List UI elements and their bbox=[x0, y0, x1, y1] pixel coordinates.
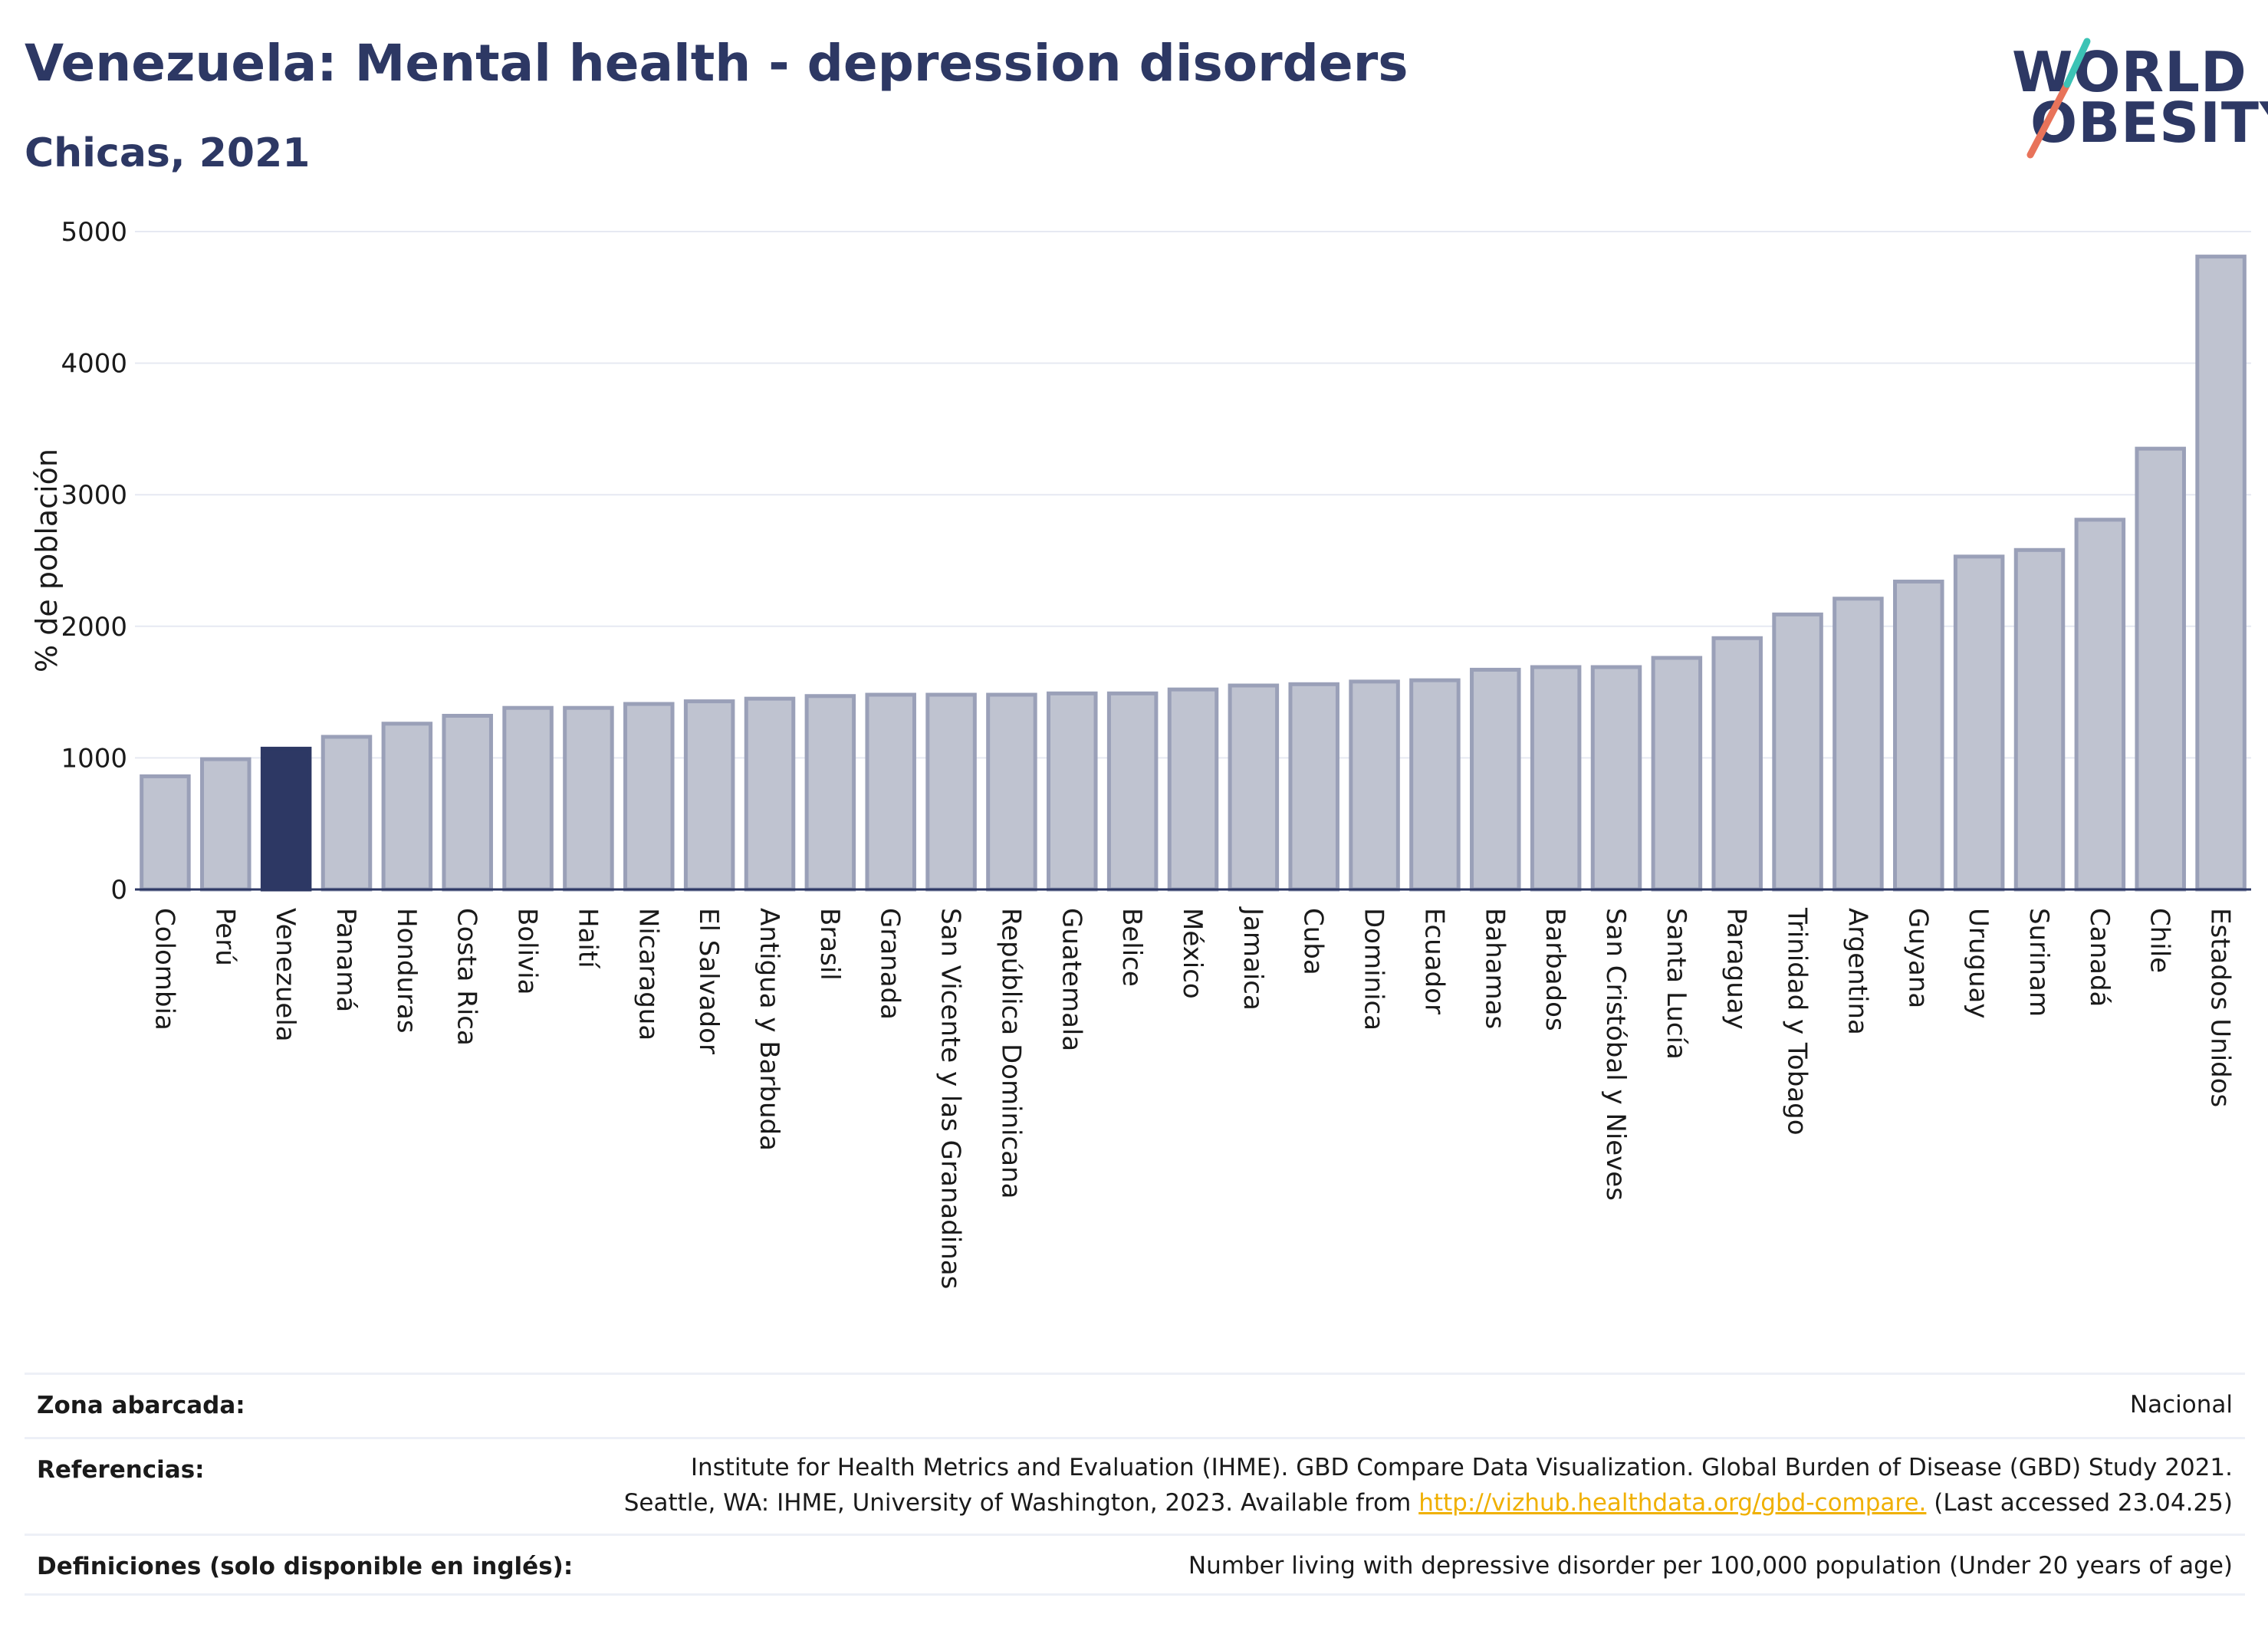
bar-10 bbox=[683, 699, 735, 892]
x-tick-label: Bolivia bbox=[512, 908, 543, 995]
world-obesity-logo: WORLD OBESITY bbox=[1994, 23, 2268, 161]
bar-6 bbox=[442, 713, 493, 892]
y-tick-label: 4000 bbox=[61, 349, 127, 380]
x-tick-label: Panamá bbox=[330, 908, 361, 1012]
footer-bottom-rule bbox=[25, 1593, 2245, 1596]
x-tick-label: San Cristóbal y Nieves bbox=[1600, 908, 1631, 1201]
bar-7 bbox=[502, 705, 554, 892]
x-tick-label: Costa Rica bbox=[452, 908, 482, 1046]
bar-15 bbox=[986, 692, 1037, 892]
x-tick-label: Cuba bbox=[1298, 908, 1329, 975]
x-tick-label: Belice bbox=[1116, 908, 1147, 987]
ref-value: Institute for Health Metrics and Evaluat… bbox=[624, 1450, 2233, 1521]
x-tick-label: Granada bbox=[875, 908, 906, 1020]
x-tick-label: Estados Unidos bbox=[2205, 908, 2236, 1107]
bar-30 bbox=[1893, 579, 1944, 892]
bar-26 bbox=[1651, 656, 1703, 892]
x-tick-label: Argentina bbox=[1842, 908, 1872, 1035]
x-tick-label: San Vicente y las Granadinas bbox=[935, 908, 966, 1289]
bar-25 bbox=[1590, 665, 1642, 892]
bar-31 bbox=[1953, 554, 2005, 892]
bar-33 bbox=[2074, 518, 2126, 892]
x-tick-label: México bbox=[1177, 908, 1208, 999]
x-tick-label: El Salvador bbox=[693, 908, 724, 1054]
footer-zona-row: Zona abarcada: Nacional bbox=[25, 1373, 2245, 1438]
bar-20 bbox=[1288, 682, 1339, 892]
bar-12 bbox=[804, 694, 856, 892]
logo-line-2: OBESITY bbox=[2030, 90, 2268, 155]
bar-35 bbox=[2195, 255, 2247, 892]
bar-29 bbox=[1832, 597, 1884, 892]
footer-def-row: Definiciones (solo disponible en inglés)… bbox=[25, 1534, 2245, 1596]
bar-2 bbox=[200, 757, 251, 892]
bar-13 bbox=[865, 692, 916, 892]
bar-19 bbox=[1228, 683, 1280, 892]
x-tick-label: Trinidad y Tobago bbox=[1782, 907, 1813, 1136]
x-tick-label: Haití bbox=[572, 908, 603, 969]
bar-32 bbox=[2013, 547, 2066, 892]
def-value: Number living with depressive disorder p… bbox=[1188, 1552, 2233, 1580]
x-tick-label: Ecuador bbox=[1418, 908, 1449, 1014]
ref-line-2-pre: Seattle, WA: IHME, University of Washing… bbox=[623, 1489, 1419, 1517]
bar-21 bbox=[1349, 679, 1400, 892]
bar-28 bbox=[1772, 612, 1823, 892]
x-tick-label: Santa Lucía bbox=[1661, 908, 1691, 1060]
chart-title: Venezuela: Mental health - depression di… bbox=[25, 34, 1408, 93]
bar-3 bbox=[260, 746, 312, 892]
bar-17 bbox=[1106, 691, 1159, 892]
ref-line-1: Institute for Health Metrics and Evaluat… bbox=[690, 1454, 2233, 1481]
bar-14 bbox=[925, 692, 977, 892]
x-tick-label: Canadá bbox=[2084, 908, 2115, 1007]
y-tick-label: 2000 bbox=[61, 612, 127, 643]
x-tick-label: Barbados bbox=[1540, 908, 1570, 1031]
x-tick-label: Perú bbox=[209, 908, 240, 966]
bar-22 bbox=[1409, 678, 1461, 892]
chart-subtitle: Chicas, 2021 bbox=[25, 130, 311, 176]
bar-11 bbox=[744, 696, 796, 892]
ref-label: Referencias: bbox=[37, 1456, 205, 1484]
y-tick-label: 0 bbox=[110, 875, 127, 906]
bar-24 bbox=[1530, 665, 1582, 892]
zona-value: Nacional bbox=[2129, 1391, 2233, 1419]
zona-label: Zona abarcada: bbox=[37, 1392, 245, 1419]
bar-1 bbox=[140, 774, 191, 892]
x-tick-label: Honduras bbox=[391, 908, 422, 1034]
bar-27 bbox=[1711, 636, 1763, 892]
y-axis-label: % de población bbox=[30, 449, 64, 672]
x-tick-label: Surinam bbox=[2023, 908, 2054, 1017]
x-tick-label: Jamaica bbox=[1238, 906, 1268, 1011]
x-tick-label: Bahamas bbox=[1479, 908, 1510, 1029]
bar-16 bbox=[1047, 691, 1098, 892]
bar-9 bbox=[623, 702, 675, 892]
bar-34 bbox=[2135, 446, 2186, 892]
logo-line-1: WORLD bbox=[2012, 40, 2247, 104]
x-tick-label: Brasil bbox=[814, 908, 845, 981]
x-tick-label: Colombia bbox=[149, 908, 179, 1031]
bar-4 bbox=[320, 735, 373, 892]
logo-slash-icon bbox=[2026, 38, 2091, 159]
x-tick-label: Chile bbox=[2145, 908, 2175, 973]
x-tick-label: Uruguay bbox=[1963, 908, 1994, 1019]
x-tick-label: Antigua y Barbuda bbox=[754, 908, 784, 1151]
x-tick-label: Guyana bbox=[1902, 908, 1933, 1008]
y-tick-label: 5000 bbox=[61, 217, 127, 248]
x-tick-label: Venezuela bbox=[270, 908, 301, 1042]
ref-line-2: Seattle, WA: IHME, University of Washing… bbox=[624, 1485, 2233, 1521]
bar-8 bbox=[563, 705, 614, 892]
ref-line-2-post: (Last accessed 23.04.25) bbox=[1926, 1489, 2233, 1517]
x-tick-label: Dominica bbox=[1359, 908, 1389, 1031]
def-label: Definiciones (solo disponible en inglés)… bbox=[37, 1553, 574, 1580]
x-tick-label: República Dominicana bbox=[995, 908, 1026, 1198]
footer-ref-row: Referencias: Institute for Health Metric… bbox=[25, 1437, 2245, 1534]
y-tick-label: 1000 bbox=[61, 743, 127, 774]
bar-23 bbox=[1470, 667, 1521, 892]
bar-5 bbox=[381, 722, 433, 892]
ref-link[interactable]: http://vizhub.healthdata.org/gbd-compare… bbox=[1418, 1489, 1927, 1517]
bar-chart: 0 1000 2000 3000 4000 5000 % de población Colom… bbox=[30, 217, 2251, 1289]
x-tick-label: Guatemala bbox=[1056, 908, 1086, 1051]
x-tick-label: Nicaragua bbox=[633, 908, 663, 1041]
y-tick-label: 3000 bbox=[61, 480, 127, 511]
bar-18 bbox=[1167, 687, 1219, 892]
x-tick-label: Paraguay bbox=[1721, 908, 1752, 1030]
